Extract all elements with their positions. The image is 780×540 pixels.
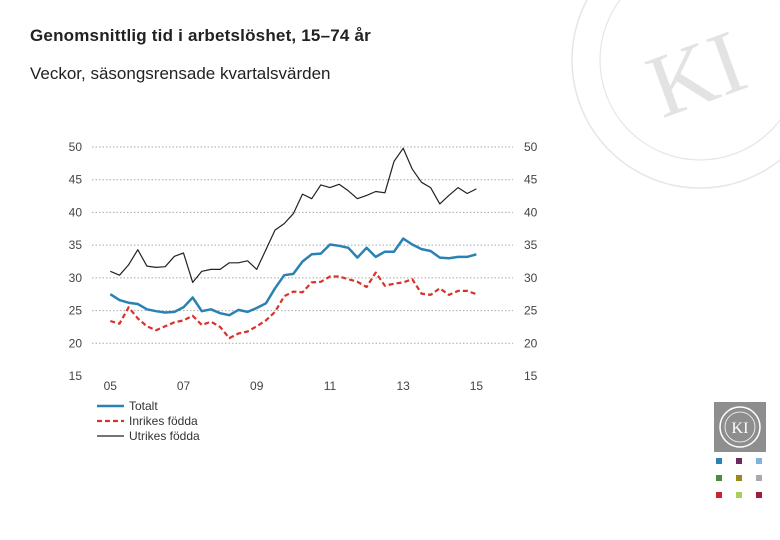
x-tick-label-07: 07 bbox=[177, 379, 191, 393]
y-tick-label-right-15: 15 bbox=[524, 369, 538, 383]
chart-subtitle: Veckor, säsongsrensade kvartalsvärden bbox=[30, 64, 331, 83]
y-tick-label-left-40: 40 bbox=[69, 205, 83, 219]
legend-label-2: Utrikes födda bbox=[129, 429, 200, 443]
y-tick-label-left-20: 20 bbox=[69, 336, 83, 350]
y-tick-label-right-45: 45 bbox=[524, 173, 538, 187]
y-axis-left: 15 20 25 30 35 40 45 50 bbox=[69, 140, 83, 383]
x-tick-label-15: 15 bbox=[470, 379, 484, 393]
x-tick-label-11: 11 bbox=[324, 379, 337, 393]
y-tick-label-left-50: 50 bbox=[69, 140, 83, 154]
series-line-2 bbox=[110, 147, 477, 283]
x-axis: 05 07 09 11 13 15 bbox=[104, 379, 484, 393]
y-tick-label-right-30: 30 bbox=[524, 271, 538, 285]
y-tick-label-left-35: 35 bbox=[69, 238, 83, 252]
chart-title: Genomsnittlig tid i arbetslöshet, 15–74 … bbox=[30, 26, 371, 45]
x-tick-label-05: 05 bbox=[104, 379, 118, 393]
y-tick-label-left-15: 15 bbox=[69, 369, 83, 383]
series-line-1 bbox=[109, 271, 477, 340]
y-tick-label-right-40: 40 bbox=[524, 205, 538, 219]
y-tick-label-left-30: 30 bbox=[69, 271, 83, 285]
y-tick-label-left-25: 25 bbox=[69, 304, 83, 318]
x-tick-label-09: 09 bbox=[250, 379, 264, 393]
y-tick-label-right-25: 25 bbox=[524, 304, 538, 318]
series-line-0 bbox=[109, 237, 477, 317]
y-tick-label-right-50: 50 bbox=[524, 140, 538, 154]
legend-label-0: Totalt bbox=[129, 399, 158, 413]
y-tick-label-left-45: 45 bbox=[69, 173, 83, 187]
y-tick-label-right-35: 35 bbox=[524, 238, 538, 252]
logo-text: KI bbox=[732, 420, 749, 437]
ki-logo: KI bbox=[714, 402, 766, 452]
y-axis-right: 15 20 25 30 35 40 45 50 bbox=[524, 140, 538, 383]
color-swatches bbox=[716, 458, 762, 498]
chart-series bbox=[109, 147, 477, 340]
y-tick-label-right-20: 20 bbox=[524, 336, 538, 350]
ki-watermark-seal: KI bbox=[571, 0, 780, 189]
chart-grid bbox=[92, 146, 513, 344]
legend-label-1: Inrikes födda bbox=[129, 414, 198, 428]
x-tick-label-13: 13 bbox=[396, 379, 410, 393]
